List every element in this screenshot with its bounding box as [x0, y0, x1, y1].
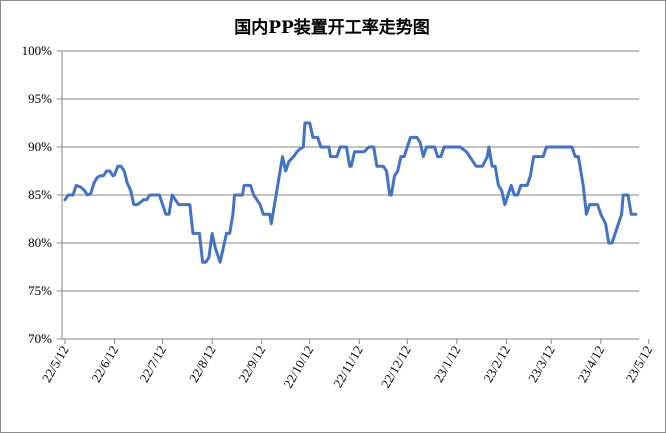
x-tick-label: 22/12/12: [378, 343, 414, 391]
y-tick-label: 100%: [22, 43, 53, 58]
series-line: [63, 121, 638, 264]
y-tick-label: 75%: [28, 283, 52, 298]
series-layer: [63, 121, 638, 264]
gridlines: [62, 50, 639, 292]
x-tick-label: 22/7/12: [136, 343, 169, 385]
x-tick-label: 22/8/12: [186, 343, 219, 385]
x-tick-label: 22/5/12: [39, 343, 72, 385]
y-tick-label: 90%: [28, 139, 52, 154]
y-tick-label: 95%: [28, 91, 52, 106]
chart-title: 国内PP装置开工率走势图: [234, 17, 430, 38]
x-tick-label: 22/11/12: [330, 343, 366, 390]
x-tick-label: 23/4/12: [575, 343, 608, 385]
x-axis-ticks: 22/5/12 22/6/12 22/7/12 22/8/12 22/9/12 22/10…: [39, 343, 656, 391]
x-tick-label: 23/1/12: [431, 343, 464, 385]
x-tick-label: 23/5/12: [623, 343, 656, 385]
x-tick-label: 22/9/12: [235, 343, 268, 385]
x-tick-label: 23/2/12: [480, 343, 513, 385]
x-tick-label: 23/3/12: [525, 343, 558, 385]
y-tick-label: 80%: [28, 235, 52, 250]
axes: [57, 50, 650, 344]
x-tick-label: 22/6/12: [88, 343, 121, 385]
y-tick-label: 85%: [28, 187, 52, 202]
x-tick-label: 22/10/12: [280, 343, 316, 391]
y-tick-label: 70%: [28, 331, 52, 346]
y-axis-ticks: 70% 75% 80% 85% 90% 95% 100%: [22, 43, 53, 346]
